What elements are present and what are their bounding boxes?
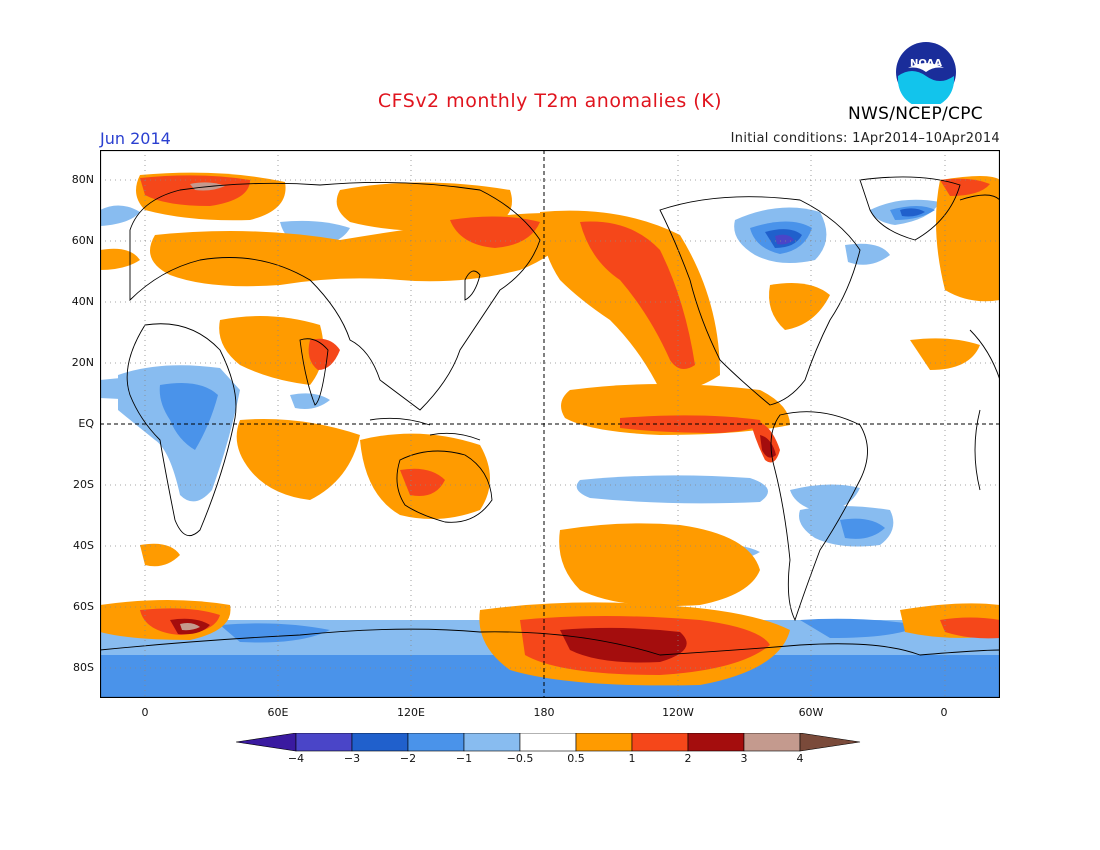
coastlines <box>100 176 1000 656</box>
anomaly-map <box>99 149 1001 699</box>
legend-swatch-p05-1 <box>575 732 633 752</box>
lon-label: 180 <box>533 706 555 719</box>
lon-label: 0 <box>141 706 149 719</box>
agency-label: NWS/NCEP/CPC <box>848 104 983 124</box>
color-legend <box>235 732 864 759</box>
legend-label: 3 <box>740 752 748 765</box>
legend-swatch-m4-m3 <box>295 732 353 752</box>
lon-label: 120W <box>662 706 694 719</box>
legend-swatch-neutral <box>519 732 577 752</box>
legend-label: −1 <box>455 752 473 765</box>
graticule <box>100 150 1000 698</box>
cool-anomaly-very-strong <box>775 234 794 245</box>
legend-swatch-p1-2 <box>631 732 689 752</box>
lat-label: 80N <box>71 173 94 186</box>
legend-swatch-m3-m2 <box>351 732 409 752</box>
map-title: CFSv2 monthly T2m anomalies (K) <box>377 90 723 112</box>
lat-label: 60S <box>73 600 94 613</box>
legend-swatch-m2-m1 <box>407 732 465 752</box>
noaa-logo: NOAA <box>894 40 958 108</box>
legend-label: −3 <box>343 752 361 765</box>
initial-conditions: Initial conditions: 1Apr2014–10Apr2014 <box>730 131 1000 146</box>
legend-swatch-p3-4 <box>743 732 801 752</box>
lat-label: 20N <box>71 356 94 369</box>
noaa-logo-text: NOAA <box>910 58 942 69</box>
lat-label: 80S <box>73 661 94 674</box>
lat-label: 60N <box>71 234 94 247</box>
forecast-month: Jun 2014 <box>100 129 171 148</box>
lon-label: 60E <box>267 706 289 719</box>
legend-swatch-p2-3 <box>687 732 745 752</box>
lon-label: 0 <box>940 706 948 719</box>
lat-label: EQ <box>78 417 94 430</box>
anomaly-map-svg <box>99 149 1001 699</box>
legend-label: 1 <box>628 752 636 765</box>
legend-label: −0.5 <box>506 752 534 765</box>
lon-label: 60W <box>798 706 824 719</box>
reference-lines <box>100 150 1000 698</box>
legend-label: 4 <box>796 752 804 765</box>
legend-label: 0.5 <box>567 752 585 765</box>
legend-label: −2 <box>399 752 417 765</box>
lat-label: 20S <box>73 478 94 491</box>
legend-label: −4 <box>287 752 305 765</box>
lat-label: 40S <box>73 539 94 552</box>
color-legend-bar <box>235 732 861 752</box>
lat-label: 40N <box>71 295 94 308</box>
lon-label: 120E <box>397 706 425 719</box>
legend-swatch-gt-4 <box>799 732 861 752</box>
legend-swatch-m1-m05 <box>463 732 521 752</box>
legend-swatch-lt-minus4 <box>235 732 297 752</box>
legend-label: 2 <box>684 752 692 765</box>
